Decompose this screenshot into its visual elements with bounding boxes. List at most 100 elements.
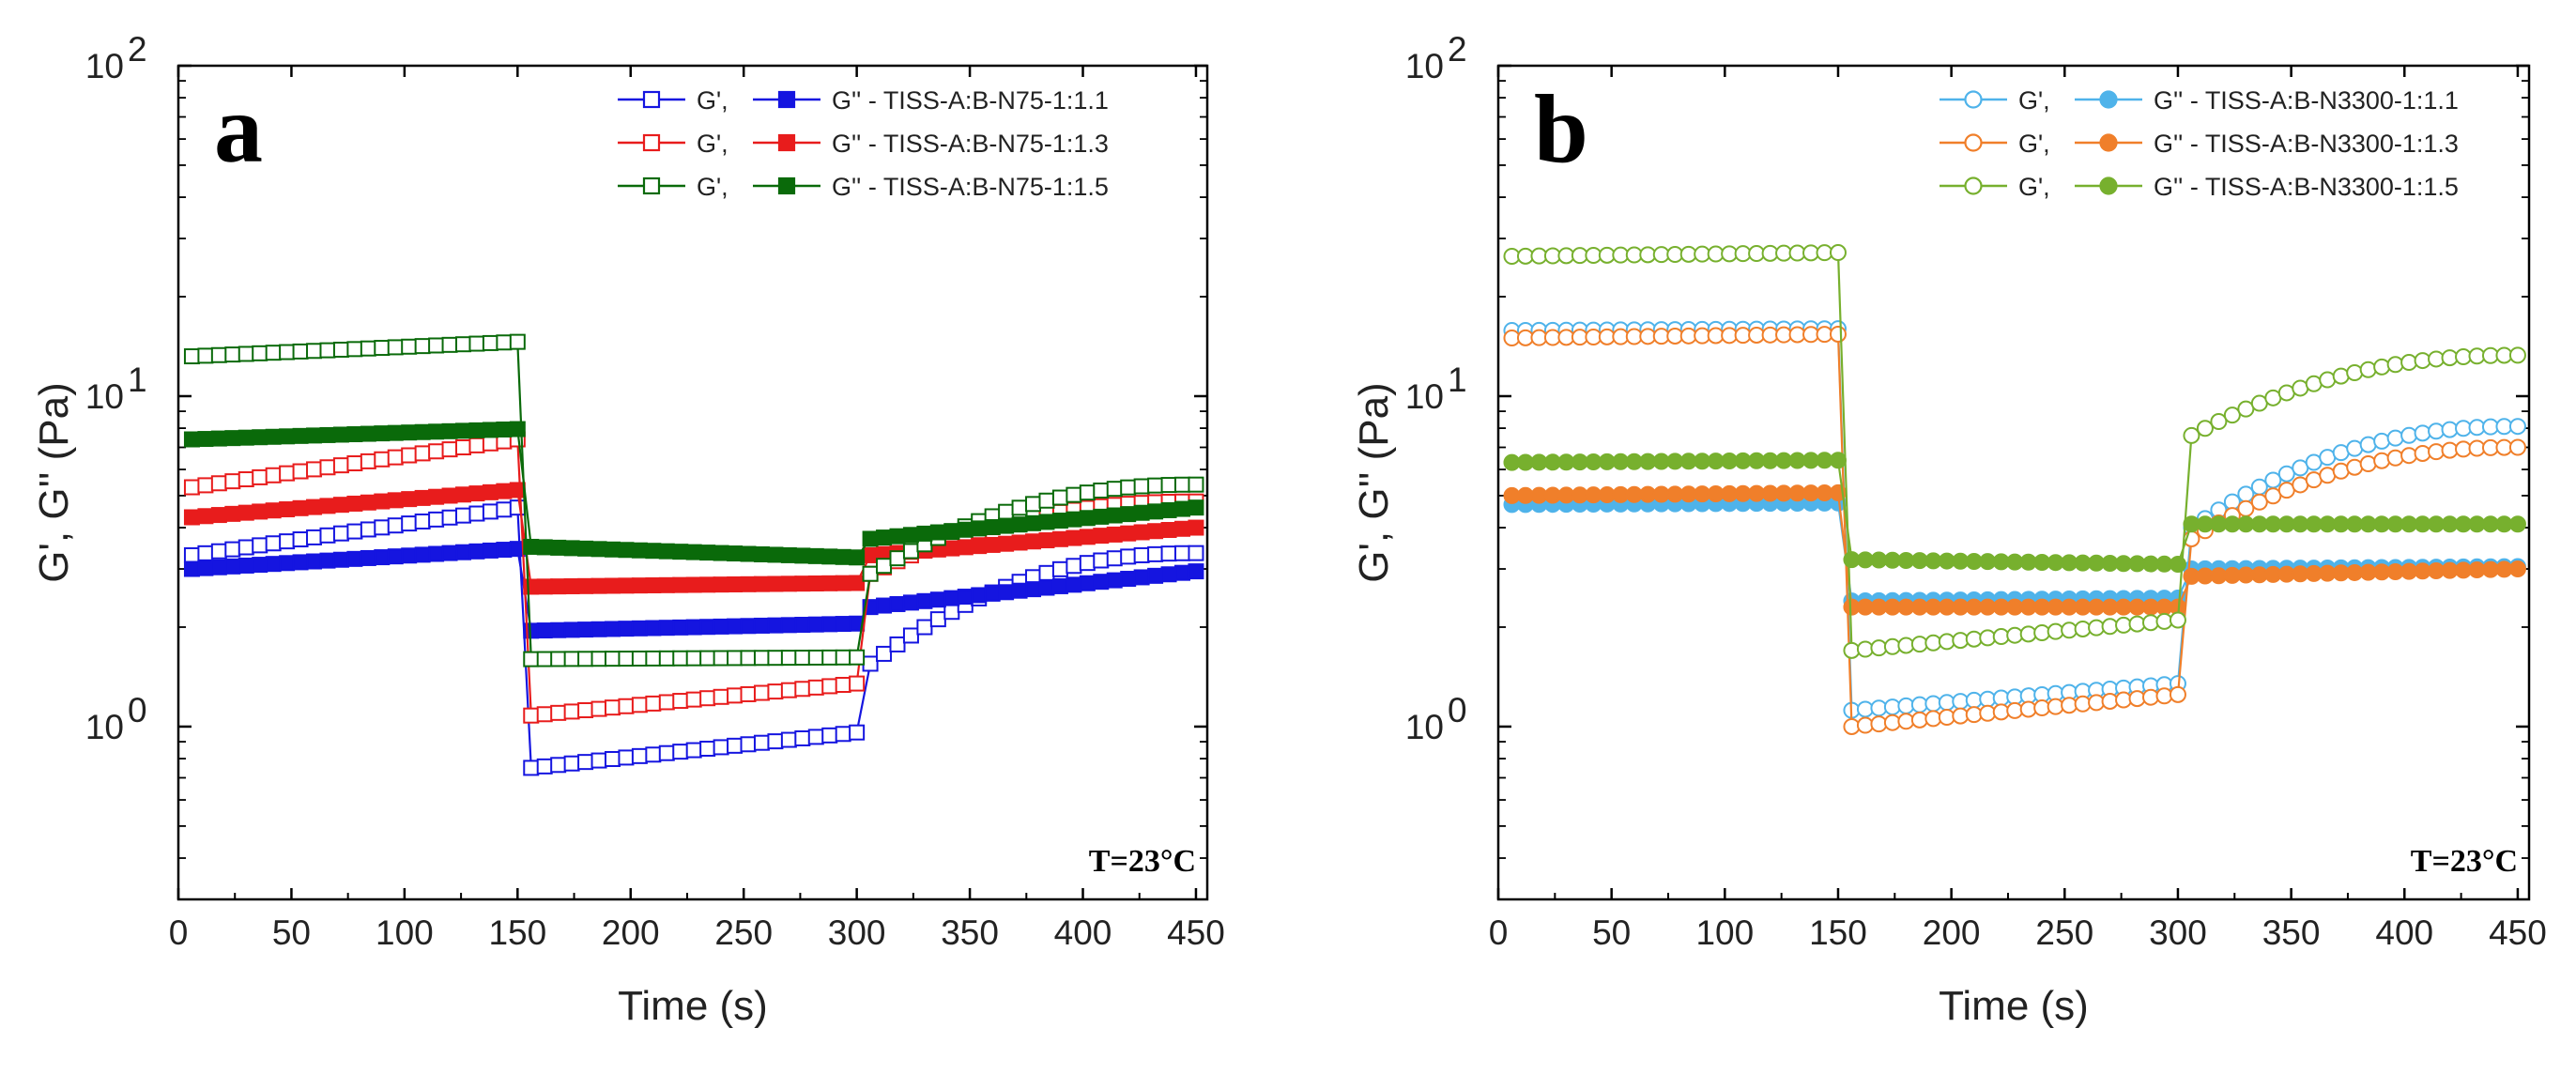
data-point [807, 649, 824, 666]
data-point [183, 348, 200, 365]
data-point [1188, 519, 1204, 536]
data-point [509, 482, 526, 499]
data-point [2428, 443, 2446, 461]
data-point [252, 537, 268, 554]
data-point [496, 501, 513, 518]
data-point [319, 426, 336, 443]
data-point [1025, 514, 1042, 531]
legend-entry: G', G'' - TISS-A:B-N75-1:1.1 [618, 86, 1109, 115]
data-point [1038, 532, 1055, 549]
data-point [713, 576, 729, 593]
panel-label: b [1534, 75, 1588, 183]
data-point [767, 650, 784, 667]
data-point [292, 531, 309, 548]
data-point [536, 622, 553, 639]
data-point [618, 542, 635, 559]
data-point [2359, 436, 2377, 453]
series [1503, 494, 2526, 610]
data-point [374, 451, 391, 468]
data-point [360, 453, 376, 469]
data-point [753, 617, 770, 634]
data-point [1120, 571, 1137, 588]
data-point [1174, 564, 1191, 581]
data-point [780, 546, 797, 563]
data-point [2508, 346, 2526, 364]
data-point [902, 594, 919, 611]
data-point [740, 618, 757, 635]
data-point [482, 334, 498, 351]
data-point [1133, 524, 1150, 541]
data-point [631, 542, 648, 559]
data-point [1147, 503, 1164, 520]
temperature-annotation: T=23°C [1089, 844, 1196, 879]
x-tick-label: 50 [1592, 913, 1631, 952]
data-point [740, 575, 757, 592]
data-point [618, 651, 635, 667]
data-point [332, 341, 349, 358]
data-point [889, 550, 906, 567]
x-tick-label: 400 [1054, 913, 1112, 952]
data-point [929, 591, 946, 608]
data-point [1093, 508, 1110, 525]
data-point [794, 729, 811, 746]
legend-label: G', [697, 173, 728, 201]
data-point [306, 553, 323, 570]
data-point [2508, 515, 2526, 533]
data-point [414, 489, 431, 506]
data-point [401, 447, 418, 464]
legend-marker [642, 176, 661, 195]
data-point [685, 576, 702, 593]
legend-label: G', [697, 130, 728, 158]
data-point [482, 542, 498, 559]
data-point [224, 430, 241, 447]
data-point [672, 619, 689, 636]
data-point [780, 650, 797, 667]
data-point [346, 455, 363, 472]
data-point [441, 509, 458, 526]
data-point [2332, 462, 2350, 480]
data-point [252, 503, 268, 520]
data-point [374, 340, 391, 357]
data-point [1188, 476, 1204, 493]
data-point [1093, 528, 1110, 545]
data-point [889, 528, 906, 545]
data-point [387, 517, 404, 534]
x-tick-label: 300 [828, 913, 886, 952]
data-point [794, 547, 811, 564]
data-point [2250, 478, 2268, 496]
data-point [1051, 577, 1068, 594]
data-point [563, 540, 580, 557]
data-point [2386, 429, 2404, 447]
data-point [2169, 611, 2186, 629]
y-tick-exponent: 2 [1448, 30, 1467, 69]
data-point [183, 509, 200, 526]
data-point [618, 577, 635, 594]
x-tick-label: 100 [1695, 913, 1754, 952]
data-point [401, 491, 418, 508]
data-point [740, 650, 757, 667]
x-tick-label: 200 [602, 913, 660, 952]
data-point [224, 346, 241, 363]
data-point [455, 439, 472, 456]
legend-marker [642, 133, 661, 152]
data-point [197, 477, 214, 494]
data-point [374, 549, 391, 566]
y-tick-label: 10 [85, 708, 124, 746]
data-point [767, 546, 784, 563]
data-point [902, 527, 919, 544]
data-point [306, 343, 323, 360]
data-point [332, 497, 349, 514]
y-tick-exponent: 2 [128, 30, 147, 69]
legend-label: G'' - TISS-A:B-N75-1:1.3 [832, 130, 1109, 158]
data-point [455, 544, 472, 560]
data-point [509, 499, 526, 516]
data-point [183, 479, 200, 496]
data-point [1066, 558, 1082, 575]
data-point [1147, 523, 1164, 540]
panel-label: a [214, 75, 263, 183]
data-point [2414, 352, 2431, 370]
data-point [536, 539, 553, 556]
y-tick-label: 10 [1405, 47, 1444, 85]
legend-label: G'' - TISS-A:B-N75-1:1.5 [832, 173, 1109, 201]
data-point [563, 703, 580, 720]
